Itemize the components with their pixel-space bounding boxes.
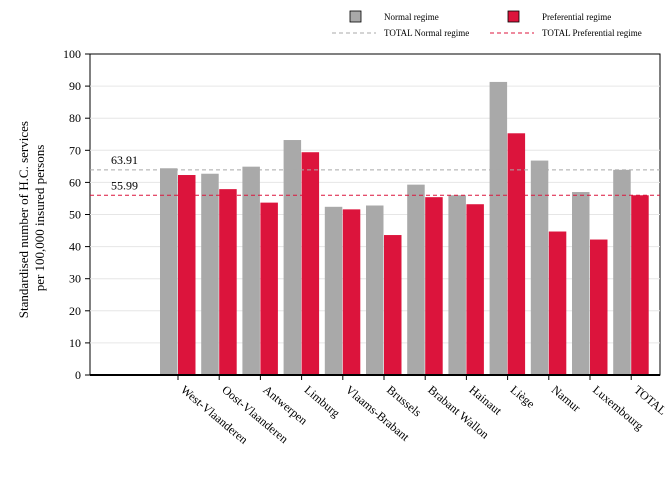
y-tick-label: 40	[69, 240, 81, 254]
legend-swatch	[507, 10, 520, 23]
y-tick-label: 80	[69, 111, 81, 125]
y-tick-label: 0	[75, 368, 81, 382]
bar-normal	[448, 195, 466, 375]
bar-preferential	[631, 195, 649, 375]
reference-lines: 63.91 55.99	[90, 153, 660, 196]
bar-normal	[324, 206, 343, 375]
y-tick-label: 60	[69, 175, 81, 189]
bar-normal	[160, 168, 178, 375]
x-axis: West-VlaanderenOost-VlaanderenAntwerpenL…	[90, 374, 670, 447]
bar-normal	[407, 184, 425, 375]
y-tick-label: 30	[69, 272, 81, 286]
reference-line-label: 55.99	[111, 178, 138, 192]
bar-normal	[201, 173, 219, 375]
y-tick-label: 10	[69, 336, 81, 350]
y-axis: 0 10 20 30 40 50 60 70 80 90 100	[63, 47, 90, 382]
bar-normal	[613, 169, 631, 375]
legend-swatch	[349, 10, 362, 23]
y-tick-label: 100	[63, 47, 81, 61]
bar-preferential	[301, 152, 320, 375]
bar-preferential	[384, 235, 402, 375]
y-axis-label-line-2: per 100,000 insured persons	[32, 145, 47, 292]
bar-normal	[572, 192, 590, 375]
legend-label: TOTAL Preferential regime	[542, 28, 642, 38]
bar-normal	[283, 140, 302, 375]
bar-normal	[242, 166, 260, 375]
y-axis-label-line-1: Standardised number of H.C. services	[16, 121, 31, 318]
y-tick-label: 90	[69, 79, 81, 93]
bar-preferential	[548, 231, 567, 375]
bar-normal	[530, 160, 549, 375]
bar-preferential	[425, 197, 443, 375]
y-tick-label: 50	[69, 208, 81, 222]
legend-label: TOTAL Normal regime	[384, 28, 469, 38]
y-axis-label: Standardised number of H.C. services per…	[16, 118, 47, 318]
y-tick-label: 20	[69, 304, 81, 318]
bar-preferential	[342, 209, 361, 375]
bar-normal	[489, 81, 508, 375]
bar-preferential	[590, 239, 608, 375]
bar-normal	[366, 205, 384, 375]
bars	[160, 81, 649, 375]
y-tick-label: 70	[69, 143, 81, 157]
x-tick-label: Hainaut	[466, 383, 505, 419]
bar-preferential	[260, 202, 278, 375]
reference-line-label: 63.91	[111, 153, 138, 167]
bar-preferential	[507, 133, 526, 375]
bar-preferential	[466, 204, 484, 375]
legend-label: Normal regime	[384, 12, 439, 22]
bar-preferential	[219, 189, 237, 375]
legend: Normal regime Preferential regime TOTAL No…	[332, 10, 642, 38]
bar-preferential	[178, 175, 196, 375]
x-tick-label: Namur	[549, 383, 584, 415]
x-tick-label: TOTAL	[631, 383, 669, 418]
legend-label: Preferential regime	[542, 12, 611, 22]
x-tick-label: Liège	[508, 383, 538, 411]
